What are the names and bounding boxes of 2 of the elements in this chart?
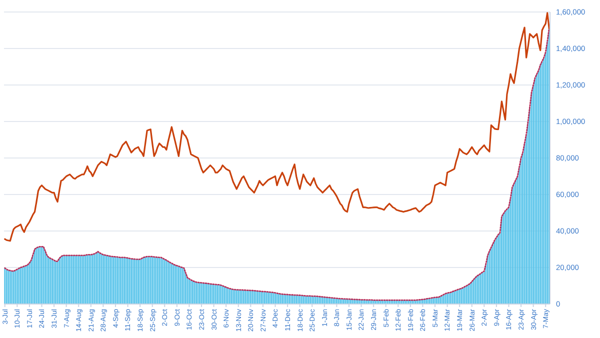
line-series [4, 28, 550, 301]
line-series [4, 12, 550, 242]
